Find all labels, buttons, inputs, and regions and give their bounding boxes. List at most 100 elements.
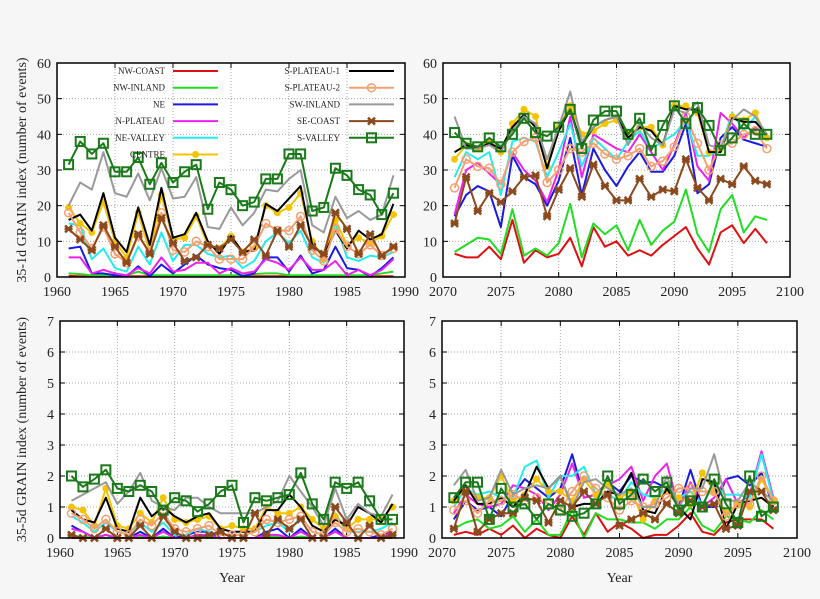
marker-star bbox=[296, 515, 306, 524]
marker-open-circle bbox=[353, 523, 363, 534]
marker-filled-circle bbox=[88, 228, 96, 236]
marker-star bbox=[273, 226, 282, 236]
marker-star bbox=[450, 219, 459, 228]
marker-open-square bbox=[661, 476, 673, 488]
series-nw-coast bbox=[454, 218, 768, 268]
marker-star bbox=[612, 195, 621, 205]
marker-open-square bbox=[587, 114, 599, 126]
y-tick-label: 10 bbox=[37, 235, 51, 250]
marker-filled-circle bbox=[285, 203, 293, 211]
marker-filled-circle bbox=[228, 522, 236, 530]
marker-open-square bbox=[134, 479, 146, 491]
marker-open-circle bbox=[692, 138, 703, 148]
marker-open-circle bbox=[600, 149, 610, 159]
marker-open-circle bbox=[658, 156, 668, 166]
marker-open-circle bbox=[341, 527, 352, 537]
y-tick-label: 0 bbox=[44, 271, 51, 286]
marker-open-square bbox=[364, 495, 376, 507]
marker-filled-circle bbox=[532, 113, 540, 120]
marker-open-square bbox=[364, 189, 376, 201]
marker-star bbox=[284, 524, 294, 534]
series-nw-inland bbox=[453, 506, 774, 539]
x-axis-label: Year bbox=[607, 571, 633, 586]
marker-open-square bbox=[649, 486, 661, 497]
marker-open-square bbox=[272, 492, 284, 504]
y-tick-label: 1 bbox=[47, 501, 54, 516]
marker-filled-circle bbox=[556, 488, 564, 495]
marker-open-circle bbox=[449, 183, 460, 193]
marker-open-circle bbox=[98, 222, 109, 232]
marker-open-circle bbox=[623, 150, 633, 161]
marker-open-square bbox=[109, 166, 121, 178]
marker-open-square bbox=[685, 495, 696, 507]
legend: NW-COAST NW-INLAND NE N-PLATEAU NE-VALLEY CEN… bbox=[113, 66, 394, 160]
marker-star bbox=[367, 116, 376, 126]
marker-filled-circle bbox=[389, 211, 397, 219]
marker-star bbox=[342, 224, 352, 234]
x-tick-label: 1960 bbox=[46, 546, 74, 561]
y-tick-label: 40 bbox=[423, 128, 437, 143]
series-line bbox=[453, 512, 774, 539]
marker-open-circle bbox=[145, 247, 155, 257]
plot-border bbox=[441, 320, 798, 539]
panel-top-right: 0 10 20 30 40 50 60 2070 2075 2080 2085 2090 2095 210… bbox=[423, 57, 804, 300]
marker-open-circle bbox=[112, 527, 123, 537]
y-tick-label: 50 bbox=[37, 93, 51, 108]
marker-open-square bbox=[625, 489, 637, 501]
x-axis-label: Year bbox=[219, 571, 245, 586]
marker-star bbox=[101, 524, 111, 534]
series-se-coast bbox=[449, 487, 778, 537]
marker-star bbox=[588, 160, 598, 170]
x-tick-label: 1965 bbox=[101, 285, 129, 300]
marker-filled-circle bbox=[274, 509, 282, 517]
marker-open-square bbox=[352, 476, 364, 488]
marker-star bbox=[750, 176, 760, 186]
marker-open-square bbox=[599, 105, 611, 117]
marker-star bbox=[681, 154, 691, 164]
marker-open-square bbox=[179, 166, 191, 178]
y-tick-label: 4 bbox=[47, 408, 54, 423]
marker-open-square bbox=[121, 166, 133, 178]
marker-open-square bbox=[353, 184, 365, 196]
marker-open-square bbox=[744, 470, 756, 482]
x-tick-label: 1990 bbox=[391, 285, 419, 300]
marker-star bbox=[716, 174, 725, 184]
x-tick-label: 1975 bbox=[218, 546, 246, 561]
marker-star bbox=[727, 179, 737, 189]
marker-open-square bbox=[554, 504, 566, 516]
marker-open-circle bbox=[179, 247, 190, 257]
marker-open-square bbox=[249, 492, 261, 504]
marker-star bbox=[577, 192, 587, 202]
marker-open-square bbox=[306, 498, 318, 510]
series-line bbox=[453, 158, 768, 224]
marker-open-square bbox=[495, 141, 507, 153]
marker-open-square bbox=[543, 498, 554, 510]
marker-open-circle bbox=[364, 527, 375, 537]
marker-star bbox=[87, 245, 97, 255]
marker-star bbox=[145, 249, 155, 259]
marker-star bbox=[579, 487, 589, 496]
series-line bbox=[454, 218, 768, 268]
marker-open-circle bbox=[762, 143, 772, 154]
y-tick-label: 7 bbox=[47, 315, 54, 330]
marker-star bbox=[250, 508, 260, 518]
marker-open-circle bbox=[662, 492, 672, 503]
marker-open-square bbox=[645, 144, 657, 156]
marker-open-circle bbox=[214, 254, 225, 264]
marker-open-square bbox=[519, 498, 531, 510]
marker-open-square bbox=[530, 127, 542, 139]
marker-open-square bbox=[88, 473, 100, 485]
legend-label: SE-COAST bbox=[297, 116, 341, 126]
marker-filled-circle bbox=[533, 475, 541, 483]
marker-open-square bbox=[460, 476, 472, 488]
panel-bottom-left: 0 1 2 3 4 5 6 7 1960 1965 1970 1975 1980 1985 1990 35-5… bbox=[15, 315, 418, 586]
marker-open-circle bbox=[721, 511, 731, 522]
marker-star bbox=[638, 508, 648, 518]
marker-star bbox=[75, 235, 85, 244]
marker-open-circle bbox=[449, 505, 459, 515]
marker-filled-circle bbox=[181, 234, 189, 242]
legend-label: S-VALLEY bbox=[297, 133, 340, 143]
marker-open-circle bbox=[342, 241, 352, 252]
marker-open-square bbox=[541, 130, 553, 142]
plot-border bbox=[442, 62, 791, 278]
